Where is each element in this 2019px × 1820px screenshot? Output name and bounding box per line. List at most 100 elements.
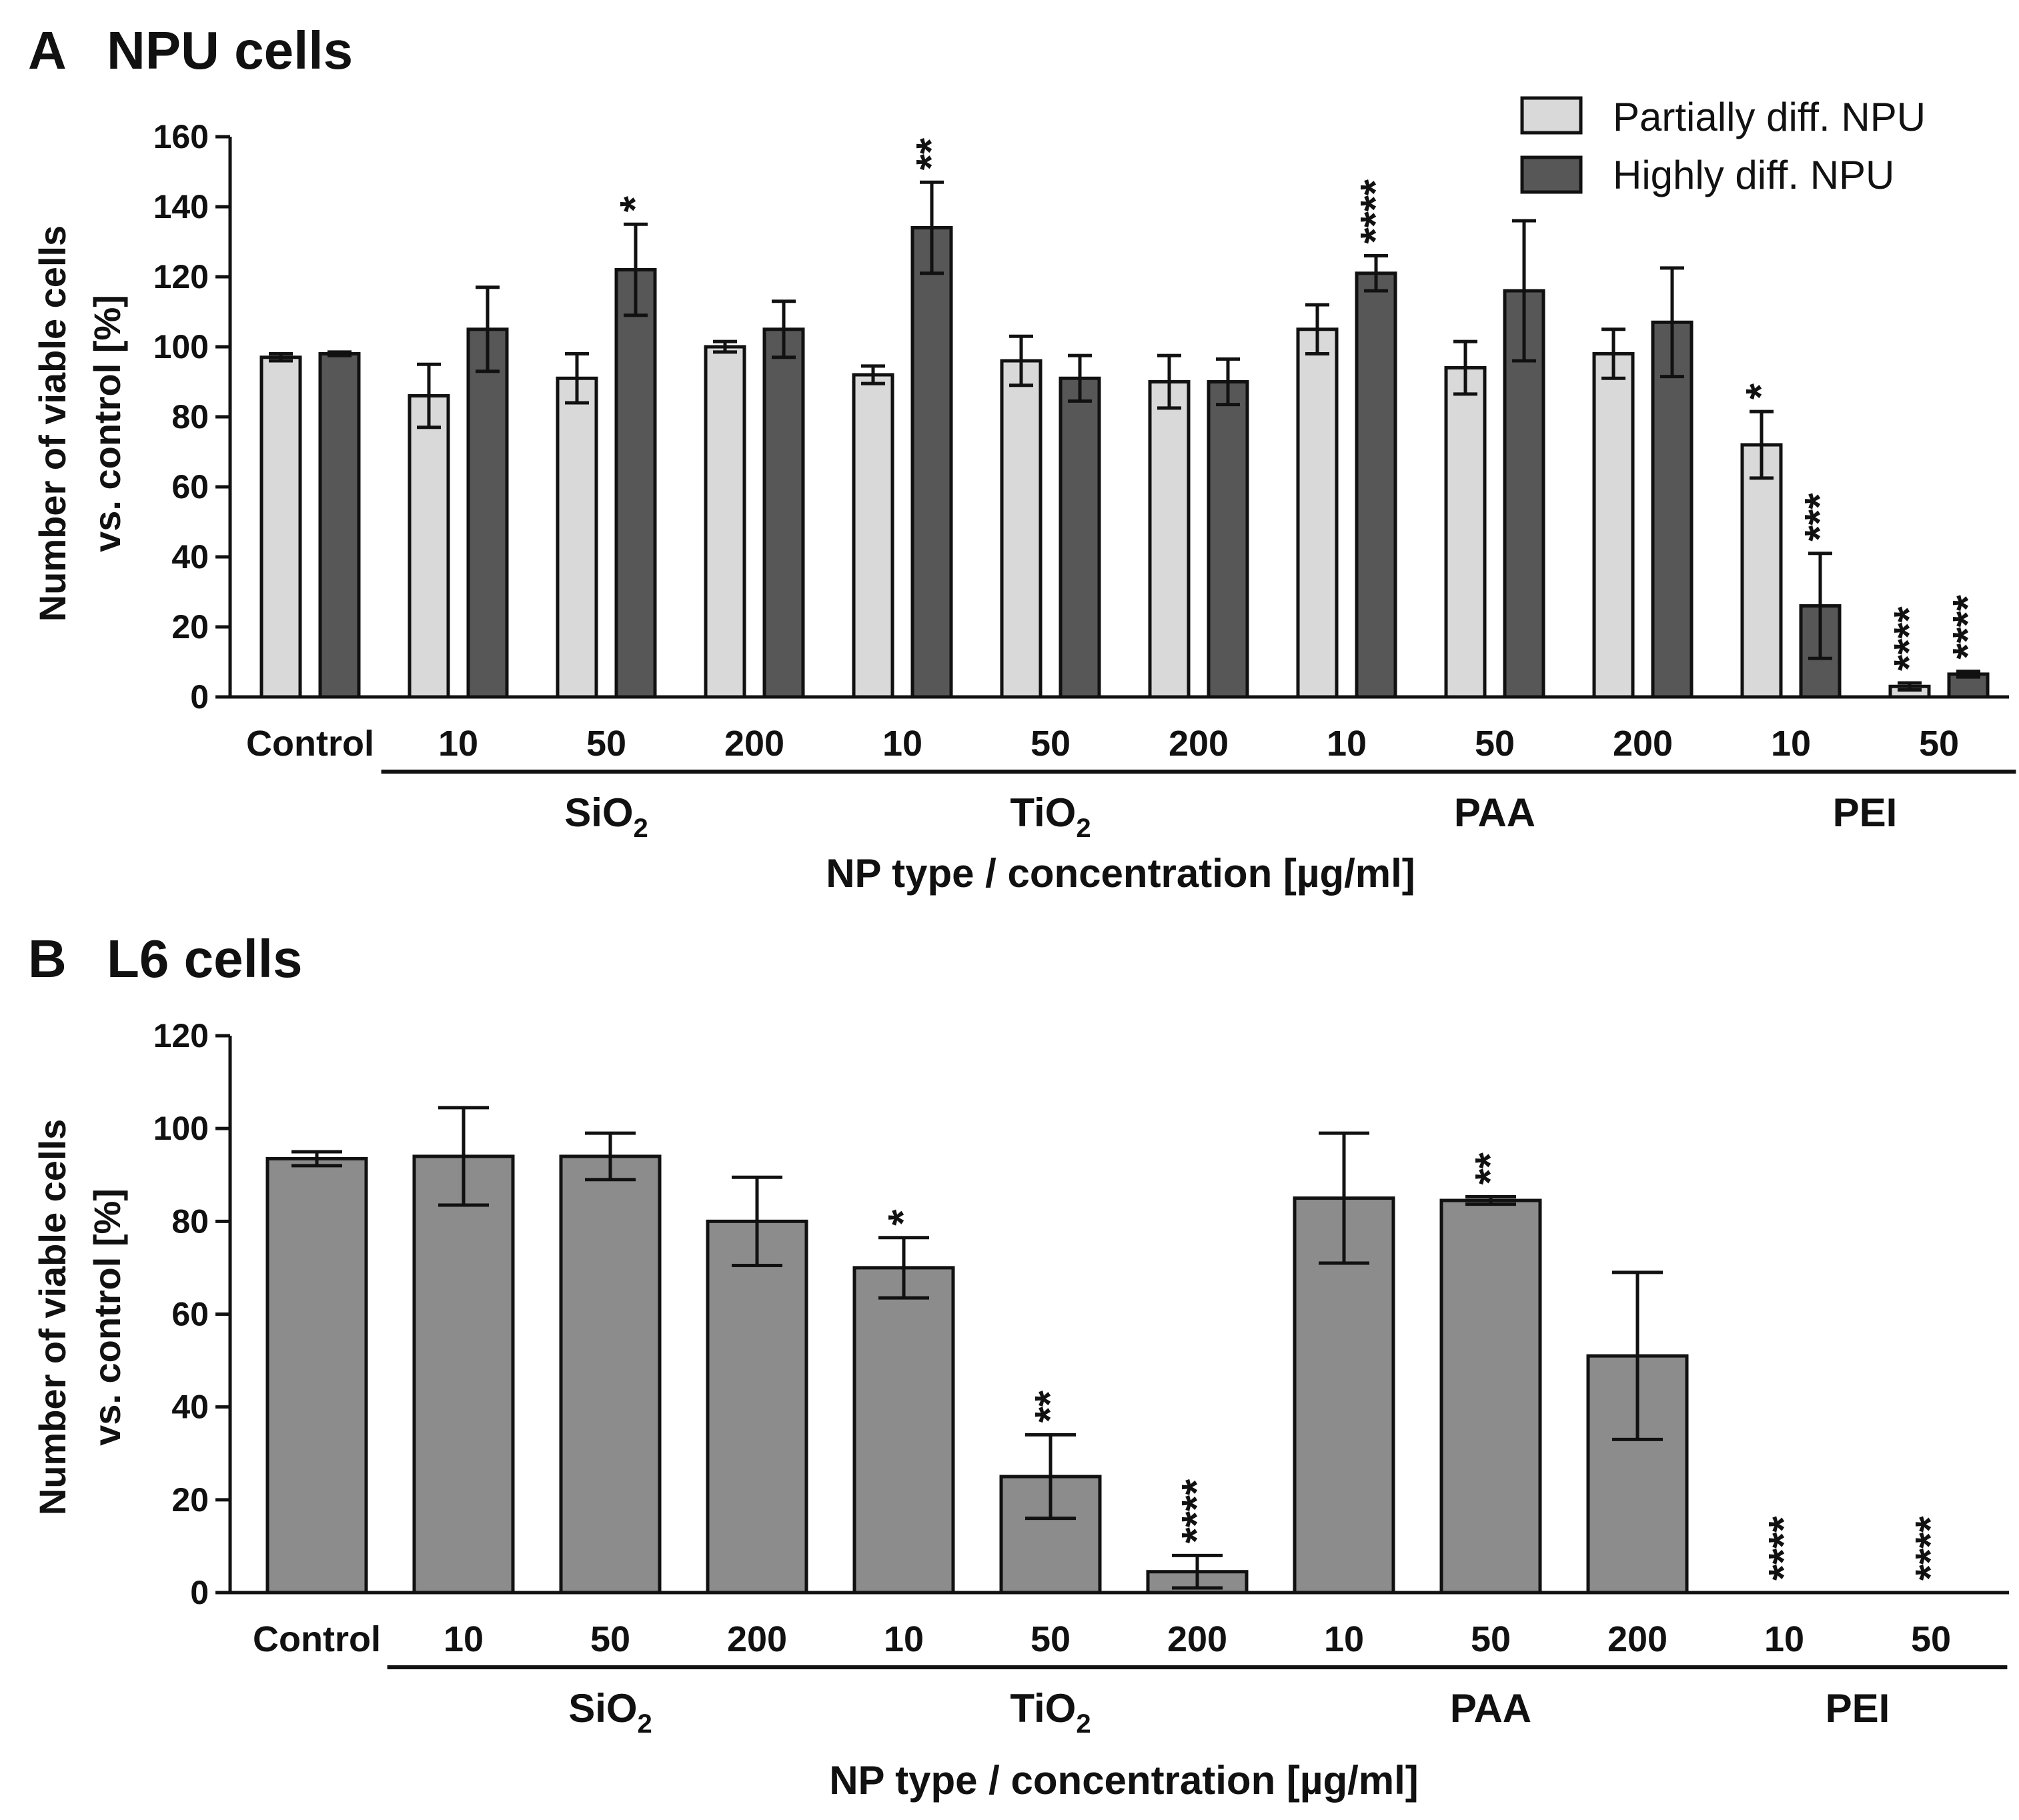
bar-highly-diff (614, 268, 657, 699)
y-tick-label: 80 (171, 1202, 209, 1240)
x-tick-label: 200 (724, 724, 784, 764)
legend-swatch-partially-diff (1520, 96, 1583, 135)
y-tick-label: 100 (153, 328, 209, 365)
group-label-text: PEI (1826, 1686, 1890, 1731)
panel-b-l6-cells: B L6 cells Number of viable cells vs. co… (28, 929, 2009, 1803)
group-label-text: PEI (1833, 790, 1898, 835)
x-tick-label: 200 (1169, 724, 1229, 764)
y-tick-label: 60 (171, 468, 209, 506)
panel-a-xlabel: NP type / concentration [µg/ml] (826, 851, 1415, 896)
x-tick-label: 50 (1911, 1619, 1951, 1659)
x-tick-label: 50 (1475, 724, 1515, 764)
bar-l6 (852, 1266, 955, 1595)
bar-highly-diff (1207, 380, 1249, 699)
significance-marker: * (1738, 383, 1784, 399)
bar-l6 (1439, 1198, 1542, 1595)
significance-marker: *** (1797, 492, 1843, 541)
x-tick-label: 200 (1167, 1619, 1227, 1659)
significance-marker: **** (1945, 594, 1991, 659)
panel-a-ylabel-line1: Number of viable cells (31, 225, 73, 622)
bar-partially-diff (1740, 443, 1783, 699)
significance-marker: **** (1174, 1479, 1220, 1543)
bar-partially-diff (704, 345, 746, 699)
x-tick-label: 200 (1607, 1619, 1667, 1659)
x-tick-label: 200 (727, 1619, 787, 1659)
bar-highly-diff (1355, 271, 1397, 699)
group-label-text: SiO (564, 790, 633, 835)
bar-partially-diff (259, 355, 302, 699)
x-tick-label: Control (253, 1619, 381, 1659)
group-label-text: PAA (1450, 1686, 1531, 1731)
x-tick-label: 10 (444, 1619, 484, 1659)
panel-a-ylabel-line2: vs. control [%] (86, 295, 128, 552)
y-tick-label: 80 (171, 398, 209, 435)
x-tick-label: 50 (590, 1619, 630, 1659)
significance-marker: * (612, 195, 658, 212)
panel-a-plot-area: 0 20 40 60 80 100 120 140 160 Control 10 * 50 200 ** 10… (153, 118, 2016, 843)
bar-partially-diff (852, 373, 894, 699)
group-label-subscript: 2 (1076, 1709, 1091, 1739)
group-label-subscript: 2 (1076, 814, 1091, 843)
significance-marker: **** (1353, 179, 1399, 243)
x-tick-label: 10 (1324, 1619, 1364, 1659)
group-label: TiO2 (1010, 1686, 1091, 1739)
bar-partially-diff (1444, 366, 1487, 699)
bar-partially-diff (408, 394, 450, 699)
panel-a-letter: A (28, 21, 67, 80)
group-label: PAA (1454, 790, 1535, 835)
bar-l6 (1293, 1196, 1395, 1595)
significance-marker: ** (1467, 1152, 1513, 1184)
x-tick-label: 10 (438, 724, 478, 764)
bar-highly-diff (318, 352, 361, 699)
bar-highly-diff (466, 327, 509, 699)
panel-b-ylabel-line1: Number of viable cells (31, 1119, 73, 1515)
legend-swatch-highly-diff (1520, 155, 1583, 194)
x-tick-label: 50 (1031, 724, 1071, 764)
significance-marker: **** (1908, 1516, 1954, 1581)
panel-b-ylabel-line2: vs. control [%] (86, 1188, 128, 1446)
significance-marker: ** (1027, 1390, 1073, 1423)
panel-b-title: L6 cells (107, 929, 303, 988)
panel-a-npu-cells: A NPU cells Number of viable cells vs. c… (28, 21, 2016, 896)
y-tick-label: 20 (171, 608, 209, 646)
significance-marker: * (880, 1209, 926, 1226)
bar-l6 (559, 1154, 662, 1595)
bar-l6 (265, 1156, 368, 1595)
y-tick-label: 120 (153, 258, 209, 295)
bar-highly-diff (762, 327, 805, 699)
group-label: SiO2 (564, 790, 648, 843)
group-label: PEI (1833, 790, 1898, 835)
group-label-text: PAA (1454, 790, 1535, 835)
y-tick-label: 160 (153, 118, 209, 155)
panel-a-title: NPU cells (107, 21, 353, 80)
y-tick-label: 40 (171, 538, 209, 576)
group-label: PAA (1450, 1686, 1531, 1731)
x-tick-label: 10 (1764, 1619, 1804, 1659)
legend-label-partially-diff: Partially diff. NPU (1613, 95, 1926, 139)
bar-highly-diff (1651, 320, 1694, 699)
y-tick-label: 120 (153, 1017, 209, 1054)
x-tick-label: 10 (884, 1619, 924, 1659)
bar-partially-diff (556, 376, 598, 699)
bar-l6 (412, 1154, 515, 1595)
y-tick-label: 0 (190, 678, 209, 716)
bar-highly-diff (910, 226, 953, 699)
panel-b-letter: B (28, 929, 67, 988)
bar-partially-diff (1000, 359, 1043, 699)
legend-label-highly-diff: Highly diff. NPU (1613, 153, 1894, 197)
x-tick-label: 10 (882, 724, 922, 764)
group-label: TiO2 (1010, 790, 1091, 843)
significance-marker: **** (1761, 1516, 1807, 1581)
x-tick-label: 50 (586, 724, 626, 764)
group-label-text: SiO (568, 1686, 637, 1731)
group-label-subscript: 2 (638, 1709, 652, 1739)
y-tick-label: 60 (171, 1296, 209, 1333)
y-tick-label: 100 (153, 1110, 209, 1147)
x-tick-label: 50 (1471, 1619, 1511, 1659)
significance-marker: ** (908, 137, 954, 170)
panel-a-legend: Partially diff. NPU Highly diff. NPU (1520, 95, 1926, 197)
x-tick-label: 50 (1031, 1619, 1071, 1659)
x-tick-label: Control (246, 724, 374, 764)
